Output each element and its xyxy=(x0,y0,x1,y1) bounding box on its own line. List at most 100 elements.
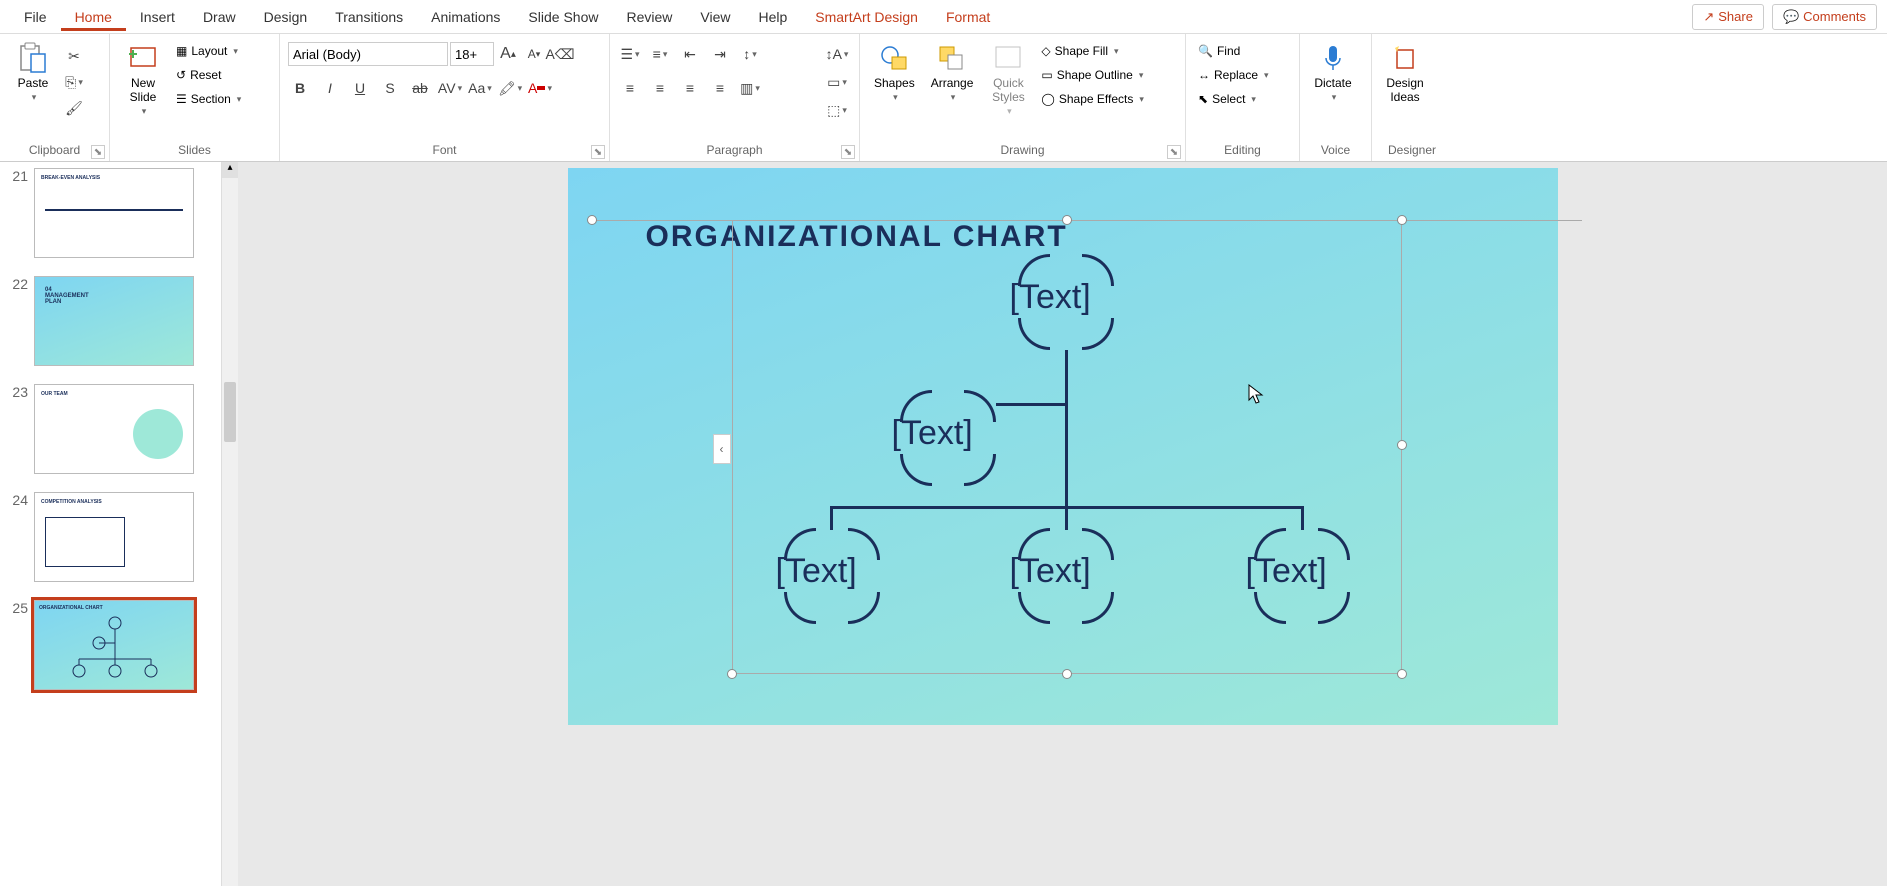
bold-button[interactable]: B xyxy=(288,76,312,100)
org-node-assistant-text[interactable]: [Text] xyxy=(892,414,973,453)
quick-styles-button[interactable]: Quick Styles▾ xyxy=(983,38,1033,121)
shape-effects-button[interactable]: ◯Shape Effects▾ xyxy=(1037,90,1147,108)
change-case-button[interactable]: Aa▾ xyxy=(468,76,492,100)
columns-button[interactable]: ▥▾ xyxy=(738,76,762,100)
menu-transitions[interactable]: Transitions xyxy=(321,3,417,31)
font-size-select[interactable] xyxy=(450,42,494,66)
design-ideas-icon xyxy=(1389,42,1421,74)
menu-design[interactable]: Design xyxy=(250,3,322,31)
replace-icon: ↔ xyxy=(1198,68,1210,82)
decrease-indent-button[interactable]: ⇤ xyxy=(678,42,702,66)
smartart-text-pane-toggle[interactable]: ‹ xyxy=(713,434,731,464)
highlight-button[interactable]: 🖍▾ xyxy=(498,76,522,100)
new-slide-button[interactable]: New Slide ▾ xyxy=(118,38,168,121)
font-color-button[interactable]: A▾ xyxy=(528,76,552,100)
design-ideas-button[interactable]: Design Ideas xyxy=(1380,38,1430,108)
scroll-up-button[interactable]: ▴ xyxy=(222,162,238,178)
reset-button[interactable]: ↺Reset xyxy=(172,66,245,84)
resize-handle[interactable] xyxy=(1062,669,1072,679)
menu-file[interactable]: File xyxy=(10,3,61,31)
scroll-thumb[interactable] xyxy=(224,382,236,442)
numbering-button[interactable]: ≡▾ xyxy=(648,42,672,66)
decrease-font-button[interactable]: A▾ xyxy=(522,42,546,66)
slide-thumbnails-panel[interactable]: 21 BREAK-EVEN ANALYSIS 22 04 MANAGEMENT … xyxy=(0,162,222,886)
increase-font-button[interactable]: A▴ xyxy=(496,42,520,66)
arrange-button[interactable]: Arrange▾ xyxy=(925,38,980,107)
thumbnail-22[interactable]: 22 04 MANAGEMENT PLAN xyxy=(4,276,217,366)
character-spacing-button[interactable]: AV▾ xyxy=(438,76,462,100)
menu-help[interactable]: Help xyxy=(744,3,801,31)
org-node-child2-text[interactable]: [Text] xyxy=(1010,552,1091,591)
drawing-launcher[interactable]: ⬊ xyxy=(1167,145,1181,159)
align-text-button[interactable]: ▭▾ xyxy=(825,70,849,94)
shapes-button[interactable]: Shapes▾ xyxy=(868,38,921,107)
thumbnail-23[interactable]: 23 OUR TEAM xyxy=(4,384,217,474)
italic-button[interactable]: I xyxy=(318,76,342,100)
resize-handle[interactable] xyxy=(1397,669,1407,679)
comments-button[interactable]: 💬 Comments xyxy=(1772,4,1877,30)
resize-handle[interactable] xyxy=(1397,215,1407,225)
thumbnail-21[interactable]: 21 BREAK-EVEN ANALYSIS xyxy=(4,168,217,258)
highlight-icon: 🖍 xyxy=(498,80,516,97)
shadow-button[interactable]: S xyxy=(378,76,402,100)
menu-animations[interactable]: Animations xyxy=(417,3,514,31)
share-button[interactable]: ↗ Share xyxy=(1692,4,1764,30)
resize-handle[interactable] xyxy=(727,669,737,679)
text-direction-button[interactable]: ↕A▾ xyxy=(825,42,849,66)
bullets-button[interactable]: ☰▾ xyxy=(618,42,642,66)
org-node-child1-text[interactable]: [Text] xyxy=(776,552,857,591)
increase-indent-button[interactable]: ⇥ xyxy=(708,42,732,66)
align-left-button[interactable]: ≡ xyxy=(618,76,642,100)
cut-button[interactable]: ✂ xyxy=(62,44,86,68)
menu-format[interactable]: Format xyxy=(932,3,1004,31)
thumbnail-24[interactable]: 24 COMPETITION ANALYSIS xyxy=(4,492,217,582)
select-button[interactable]: ⬉Select▾ xyxy=(1194,90,1273,108)
paste-label: Paste xyxy=(18,76,49,90)
underline-button[interactable]: U xyxy=(348,76,372,100)
layout-button[interactable]: ▦Layout▾ xyxy=(172,42,245,60)
scrollbar-vertical[interactable]: ▴ xyxy=(222,162,238,886)
menu-slideshow[interactable]: Slide Show xyxy=(514,3,612,31)
copy-button[interactable]: ⎘▾ xyxy=(62,70,86,94)
smartart-selection[interactable]: ‹ [Text] [Text] xyxy=(732,220,1402,674)
font-launcher[interactable]: ⬊ xyxy=(591,145,605,159)
resize-handle[interactable] xyxy=(1397,440,1407,450)
section-button[interactable]: ☰Section▾ xyxy=(172,90,245,108)
effects-icon: ◯ xyxy=(1041,92,1054,106)
align-right-button[interactable]: ≡ xyxy=(678,76,702,100)
slide-canvas-area[interactable]: ORGANIZATIONAL CHART ‹ xyxy=(238,162,1887,886)
justify-button[interactable]: ≡ xyxy=(708,76,732,100)
menu-insert[interactable]: Insert xyxy=(126,3,189,31)
clear-formatting-button[interactable]: A⌫ xyxy=(548,42,572,66)
shape-fill-button[interactable]: ◇Shape Fill▾ xyxy=(1037,42,1147,60)
org-node-top-text[interactable]: [Text] xyxy=(1010,278,1091,317)
brush-icon: 🖌 xyxy=(65,100,83,117)
replace-button[interactable]: ↔Replace▾ xyxy=(1194,66,1273,84)
org-node-child3-text[interactable]: [Text] xyxy=(1246,552,1327,591)
resize-handle[interactable] xyxy=(1062,215,1072,225)
slide-canvas[interactable]: ORGANIZATIONAL CHART ‹ xyxy=(568,168,1558,725)
share-icon: ↗ xyxy=(1703,9,1714,25)
dictate-button[interactable]: Dictate▾ xyxy=(1308,38,1358,107)
format-painter-button[interactable]: 🖌 xyxy=(62,96,86,120)
paste-button[interactable]: Paste ▾ xyxy=(8,38,58,107)
align-center-button[interactable]: ≡ xyxy=(648,76,672,100)
quick-styles-icon xyxy=(992,42,1024,74)
paragraph-launcher[interactable]: ⬊ xyxy=(841,145,855,159)
font-name-select[interactable] xyxy=(288,42,448,66)
group-voice: Dictate▾ Voice xyxy=(1300,34,1372,161)
smartart-convert-button[interactable]: ⬚▾ xyxy=(825,98,849,122)
menu-draw[interactable]: Draw xyxy=(189,3,250,31)
shape-outline-button[interactable]: ▭Shape Outline▾ xyxy=(1037,66,1147,84)
chevron-down-icon: ▾ xyxy=(32,92,37,103)
resize-handle[interactable] xyxy=(587,215,597,225)
thumbnail-25[interactable]: 25 ORGANIZATIONAL CHART xyxy=(4,600,217,690)
line-spacing-button[interactable]: ↕▾ xyxy=(738,42,762,66)
strikethrough-button[interactable]: ab xyxy=(408,76,432,100)
menu-review[interactable]: Review xyxy=(612,3,686,31)
menu-view[interactable]: View xyxy=(686,3,744,31)
menu-home[interactable]: Home xyxy=(61,3,126,31)
clipboard-launcher[interactable]: ⬊ xyxy=(91,145,105,159)
menu-smartart-design[interactable]: SmartArt Design xyxy=(801,3,932,31)
find-button[interactable]: 🔍Find xyxy=(1194,42,1273,60)
